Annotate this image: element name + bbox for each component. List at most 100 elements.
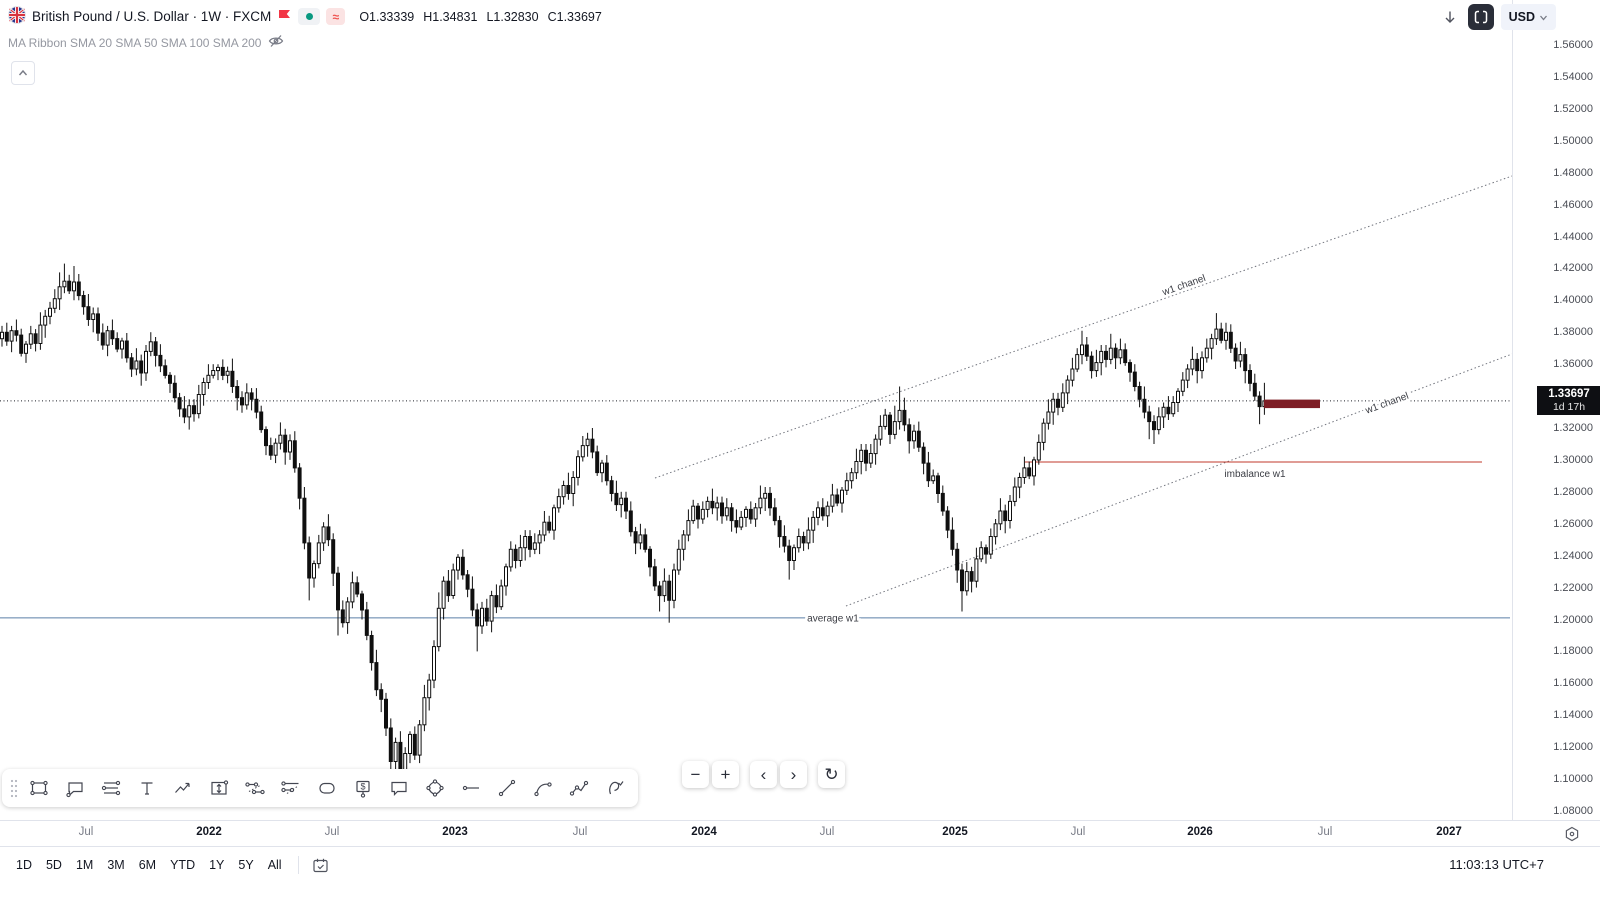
collapse-legend-button[interactable] <box>11 61 35 85</box>
drawing-toolbar: $ <box>2 769 638 807</box>
market-open-dot-icon[interactable] <box>298 8 321 25</box>
price-axis[interactable]: 1.33697 1d 17h 1.56000 1.54000 1.52000 1.50… <box>1512 0 1600 846</box>
polygon-tool-icon[interactable] <box>417 771 453 805</box>
comment-tool-icon[interactable] <box>381 771 417 805</box>
bar-countdown: 1d 17h <box>1552 401 1586 414</box>
axis-settings-gear-icon[interactable] <box>1562 824 1582 844</box>
scroll-right-button[interactable]: › <box>780 761 807 788</box>
svg-text:average w1: average w1 <box>807 613 859 624</box>
go-to-date-calendar-icon[interactable] <box>309 854 333 876</box>
time-tick: Jul <box>78 826 94 838</box>
divider <box>297 856 299 874</box>
time-tick: 2025 <box>942 826 968 838</box>
price-tick: 1.16000 <box>1553 677 1593 690</box>
indicator-label[interactable]: MA Ribbon SMA 20 SMA 50 SMA 100 SMA 200 <box>8 35 262 50</box>
zoom-controls: − + ‹ › ↻ <box>682 761 845 788</box>
price-tick: 1.50000 <box>1553 134 1593 147</box>
text-tool-icon[interactable] <box>129 771 165 805</box>
time-tick: 2027 <box>1436 826 1462 838</box>
brush-tool-icon[interactable] <box>597 771 633 805</box>
arc-tool-icon[interactable] <box>525 771 561 805</box>
time-tick: Jul <box>819 826 835 838</box>
chevron-down-icon <box>1540 15 1547 20</box>
flag-icon[interactable] <box>277 8 292 26</box>
svg-text:$: $ <box>360 782 365 792</box>
price-tick: 1.56000 <box>1553 39 1593 51</box>
time-tick: 2022 <box>196 826 222 838</box>
parallel-lines-tool-icon[interactable] <box>93 771 129 805</box>
high-value: H1.34831 <box>423 9 478 24</box>
range-button-5d[interactable]: 5D <box>45 858 62 872</box>
low-value: L1.32830 <box>486 9 539 24</box>
range-button-ytd[interactable]: YTD <box>170 858 196 872</box>
rounded-shape-tool-icon[interactable] <box>309 771 345 805</box>
date-range-buttons: 1D 5D 1M 3M 6M YTD 1Y 5Y All <box>10 854 333 876</box>
price-tick: 1.08000 <box>1553 805 1593 817</box>
rectangle-tool-icon[interactable] <box>21 771 57 805</box>
price-tick: 1.54000 <box>1553 70 1593 83</box>
currency-selector[interactable]: USD <box>1500 4 1556 30</box>
time-tick: Jul <box>572 826 588 838</box>
range-button-6m[interactable]: 6M <box>138 858 157 872</box>
range-box-tool-icon[interactable] <box>201 771 237 805</box>
price-tick: 1.40000 <box>1553 294 1593 307</box>
range-button-5y[interactable]: 5Y <box>238 858 254 872</box>
current-price-label: 1.33697 1d 17h <box>1537 386 1600 416</box>
tilde-chip-icon[interactable]: ≈ <box>326 8 346 25</box>
disjoint-channel-tool-icon[interactable] <box>237 771 273 805</box>
price-tick: 1.42000 <box>1553 262 1593 275</box>
trend-line-tool-icon[interactable] <box>489 771 525 805</box>
eye-off-icon[interactable] <box>268 33 284 52</box>
reset-chart-button[interactable]: ↻ <box>818 761 845 788</box>
symbol-pair-icon <box>8 6 26 27</box>
currency-label: USD <box>1508 10 1535 24</box>
time-axis[interactable]: Jul 2022 Jul 2023 Jul 2024 Jul 2025 Jul 2026 Jul 20… <box>0 820 1600 847</box>
bottom-toolbar: 1D 5D 1M 3M 6M YTD 1Y 5Y All 11:03:13 UTC+7 <box>0 846 1600 901</box>
legend: British Pound / U.S. Dollar · 1W · FXCM … <box>8 6 602 85</box>
price-tick: 1.52000 <box>1553 102 1593 115</box>
svg-text:imbalance w1: imbalance w1 <box>1224 469 1286 480</box>
flat-channel-tool-icon[interactable] <box>273 771 309 805</box>
symbol-row: British Pound / U.S. Dollar · 1W · FXCM … <box>8 6 602 27</box>
price-tick: 1.28000 <box>1553 485 1593 498</box>
chart-area[interactable]: average w1 imbalance w1 w1 chanel w1 chanel <box>0 0 1512 820</box>
range-button-1y[interactable]: 1Y <box>209 858 225 872</box>
price-tick: 1.26000 <box>1553 517 1593 530</box>
time-tick: Jul <box>1070 826 1086 838</box>
close-value: C1.33697 <box>547 9 602 24</box>
symbol-title[interactable]: British Pound / U.S. Dollar · 1W · FXCM <box>32 9 272 24</box>
callout-tool-icon[interactable] <box>57 771 93 805</box>
indicator-row[interactable]: MA Ribbon SMA 20 SMA 50 SMA 100 SMA 200 <box>8 33 602 52</box>
price-tick: 1.32000 <box>1553 422 1593 434</box>
price-label-tool-icon[interactable]: $ <box>345 771 381 805</box>
price-tick: 1.22000 <box>1553 581 1593 594</box>
ohlc-values: O1.33339 H1.34831 L1.32830 C1.33697 <box>359 10 602 24</box>
range-button-1m[interactable]: 1M <box>75 858 94 872</box>
price-tick: 1.14000 <box>1553 709 1593 722</box>
clock[interactable]: 11:03:13 UTC+7 <box>1449 857 1544 872</box>
price-tick: 1.12000 <box>1553 741 1593 754</box>
price-tick: 1.44000 <box>1553 230 1593 243</box>
polyline-tool-icon[interactable] <box>561 771 597 805</box>
price-tick: 1.20000 <box>1553 613 1593 626</box>
time-tick: 2023 <box>442 826 468 838</box>
range-button-all[interactable]: All <box>267 858 282 872</box>
trend-arrow-tool-icon[interactable] <box>165 771 201 805</box>
price-tick: 1.38000 <box>1553 326 1593 339</box>
price-tick: 1.18000 <box>1553 645 1593 658</box>
range-button-1d[interactable]: 1D <box>16 858 32 872</box>
time-tick: Jul <box>324 826 340 838</box>
range-button-3m[interactable]: 3M <box>107 858 125 872</box>
time-tick: Jul <box>1317 826 1333 838</box>
scroll-down-arrow-icon[interactable] <box>1439 5 1461 29</box>
zoom-in-button[interactable]: + <box>712 761 739 788</box>
horizontal-ray-tool-icon[interactable] <box>453 771 489 805</box>
price-tick: 1.30000 <box>1553 453 1593 466</box>
open-value: O1.33339 <box>359 9 415 24</box>
screenshot-button[interactable] <box>1467 4 1494 30</box>
scroll-left-button[interactable]: ‹ <box>750 761 777 788</box>
zoom-out-button[interactable]: − <box>682 761 709 788</box>
toolbar-drag-handle-icon[interactable] <box>7 773 21 803</box>
top-right-controls: USD <box>1439 4 1556 30</box>
price-tick: 1.10000 <box>1553 773 1593 786</box>
